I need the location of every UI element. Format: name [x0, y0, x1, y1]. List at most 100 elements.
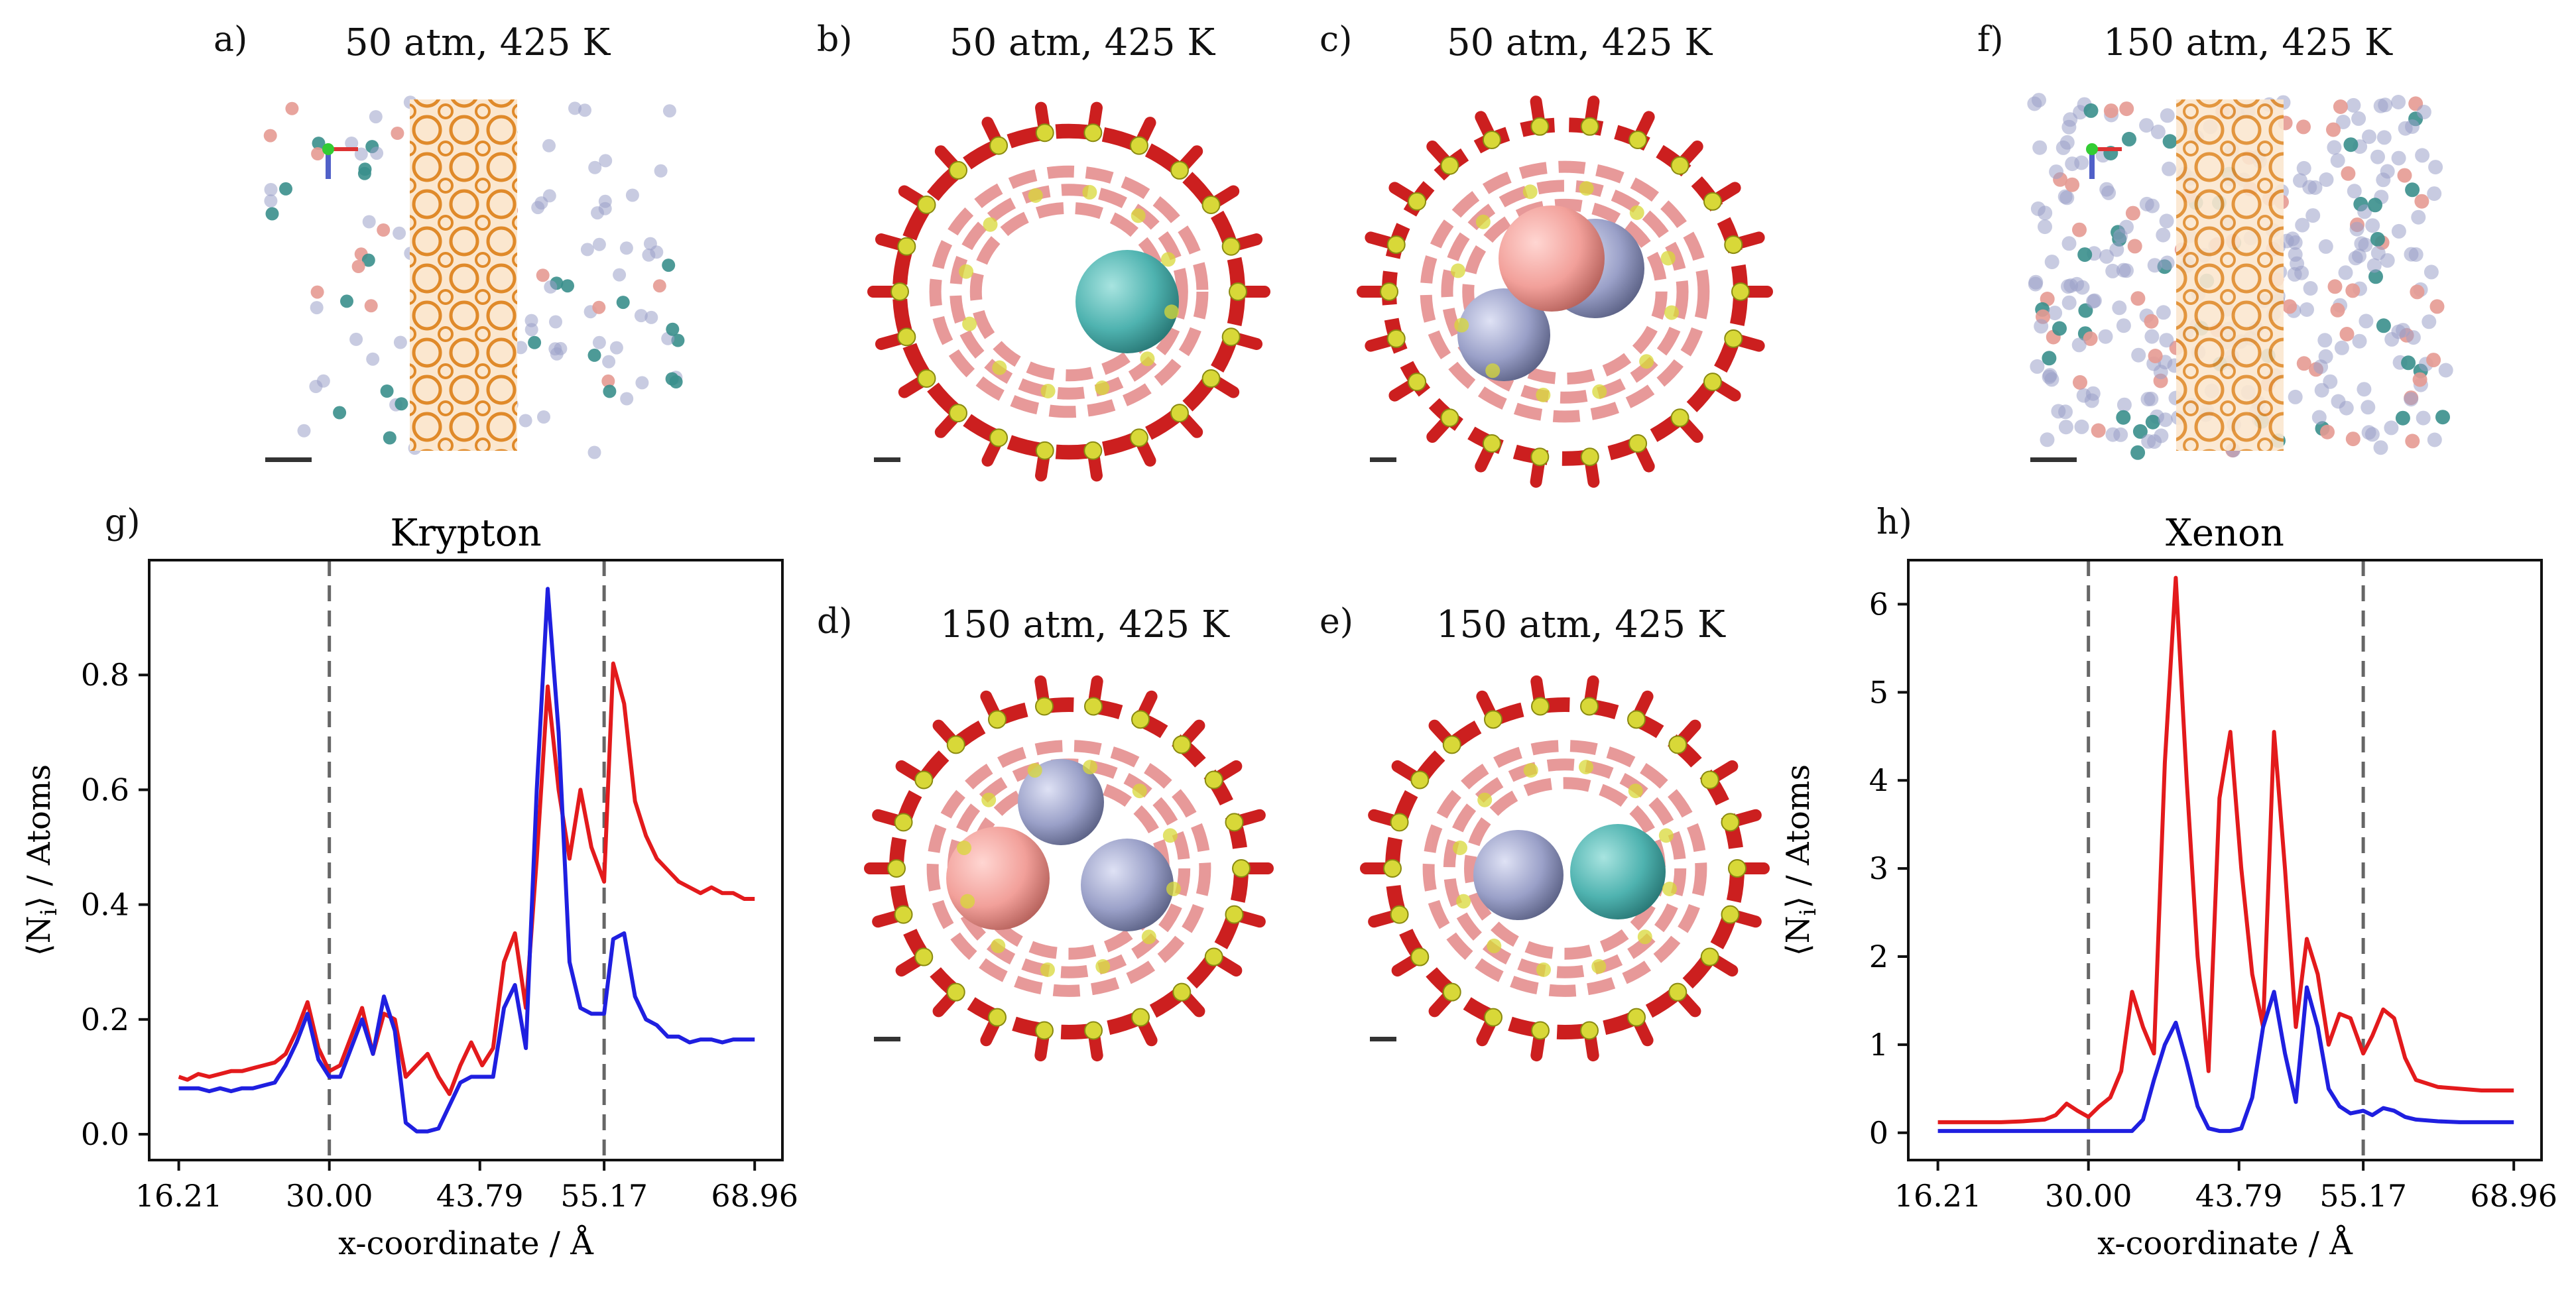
silicon-node: [1580, 447, 1599, 467]
gas-atom: [2139, 118, 2154, 133]
gas-atom: [2145, 198, 2160, 213]
krypton-xtick-label-2: 43.79: [436, 1178, 524, 1214]
silicon-node: [1170, 160, 1189, 180]
gas-atom: [2384, 420, 2399, 436]
gas-atom: [2057, 189, 2073, 204]
gas-atom: [297, 424, 311, 438]
silicon-node: [949, 404, 968, 423]
silicon-node: [917, 196, 936, 215]
krypton-atom: [2122, 131, 2136, 147]
silicon-node: [991, 938, 1006, 953]
krypton-atom: [361, 253, 375, 267]
gas-atom: [2376, 130, 2392, 145]
cage-inner-ring: [926, 740, 1211, 997]
krypton-ytick-label-1: 0.2: [81, 1002, 129, 1037]
gas-atom: [598, 194, 612, 208]
krypton-atom: [671, 333, 685, 347]
silicon-node: [1410, 770, 1430, 790]
panel-label-h: h): [1876, 502, 1912, 542]
silicon-node: [897, 327, 916, 347]
silicon-node: [1083, 441, 1103, 460]
gas-atom: [609, 341, 623, 355]
gas-atom: [2059, 135, 2075, 150]
gas-atom: [2423, 264, 2439, 280]
silicon-node: [1084, 1021, 1103, 1040]
krypton-atom: [2162, 134, 2177, 149]
gas-atom: [2411, 209, 2426, 225]
gas-atom: [2346, 97, 2361, 113]
panel-label-f: f): [1977, 20, 2004, 60]
silicon-node: [1628, 131, 1648, 150]
xenon-atom: [2339, 327, 2355, 341]
silicon-node: [1408, 192, 1427, 211]
gas-atom: [2034, 319, 2049, 334]
silicon-node: [1482, 131, 1501, 150]
gas-atom: [2364, 427, 2380, 442]
silicon-node: [1703, 373, 1722, 392]
panel-label-a: a): [214, 20, 248, 60]
silicon-node: [989, 428, 1009, 447]
cage-inner-ring: [950, 184, 1188, 400]
panel-label-g: g): [105, 502, 141, 542]
gas-atom: [2295, 217, 2310, 233]
scale-bar-c: [1370, 457, 1396, 462]
xenon-ytick-label-3: 3: [1869, 850, 1888, 886]
gas-atom: [644, 310, 658, 324]
silicon-node: [1591, 959, 1607, 974]
gas-atom: [2105, 427, 2120, 442]
silicon-node: [1131, 710, 1150, 729]
gas-atom: [2305, 208, 2321, 223]
silicon-node: [1131, 1008, 1150, 1027]
zeolite-slab-a: [410, 99, 517, 451]
gas-atom: [264, 194, 278, 208]
silicon-node: [1724, 329, 1743, 348]
cage-front-rods: [864, 675, 1274, 1062]
silicon-node: [1095, 959, 1111, 974]
silicon-node: [1386, 329, 1406, 348]
snapshot-a-50atm: [263, 95, 685, 459]
silicon-node: [914, 947, 934, 967]
panel-label-b: b): [817, 20, 853, 60]
silicon-node: [1410, 947, 1430, 967]
gas-atom: [2370, 149, 2385, 164]
krypton-atom: [603, 384, 617, 398]
krypton-series-red: [178, 661, 755, 1096]
krypton-atom: [2130, 445, 2146, 460]
silicon-node: [949, 160, 968, 180]
gas-atom: [2351, 111, 2366, 126]
silicon-node: [983, 217, 998, 232]
gas-atom: [2357, 382, 2372, 397]
panel-title-e: 150 atm, 425 K: [1436, 603, 1725, 646]
krypton-ylabel-head: ⟨N: [21, 915, 58, 956]
krypton-atom: [2435, 410, 2450, 425]
xenon-xtick-label-4: 68.96: [2470, 1178, 2557, 1214]
gas-atom: [588, 160, 602, 174]
krypton-ylabel-tail: ⟩ / Atoms: [21, 764, 58, 909]
chart-krypton: Krypton 16.21 30.00 43.79 55.17 68.96 0.0 0.2 0.…: [21, 512, 798, 1262]
silicon-node: [1664, 305, 1680, 320]
gas-atom: [2044, 255, 2059, 270]
krypton-atom: [2395, 410, 2410, 426]
krypton-atom: [666, 322, 680, 336]
silicon-node: [1579, 760, 1594, 775]
krypton-atom: [665, 372, 679, 386]
gas-atom: [393, 335, 407, 349]
silicon-node: [1040, 383, 1056, 398]
silicon-node: [1639, 354, 1654, 369]
xenon-series-blue: [1937, 985, 2514, 1134]
gas-atom: [2391, 95, 2406, 109]
gas-atom: [2061, 236, 2077, 251]
silicon-node: [1028, 188, 1043, 203]
silicon-node: [1035, 123, 1054, 143]
gas-atom: [2141, 434, 2156, 449]
krypton-atom: [395, 397, 408, 411]
gas-atom: [2336, 115, 2351, 129]
xenon-atom: [2072, 222, 2087, 237]
silicon-node: [1442, 735, 1461, 754]
gas-atom: [2160, 255, 2175, 270]
gas-atom: [2352, 249, 2366, 264]
gas-atom: [316, 374, 330, 388]
gas-atom: [549, 315, 562, 329]
gas-atom: [2144, 329, 2160, 344]
gas-atom: [2361, 400, 2376, 415]
